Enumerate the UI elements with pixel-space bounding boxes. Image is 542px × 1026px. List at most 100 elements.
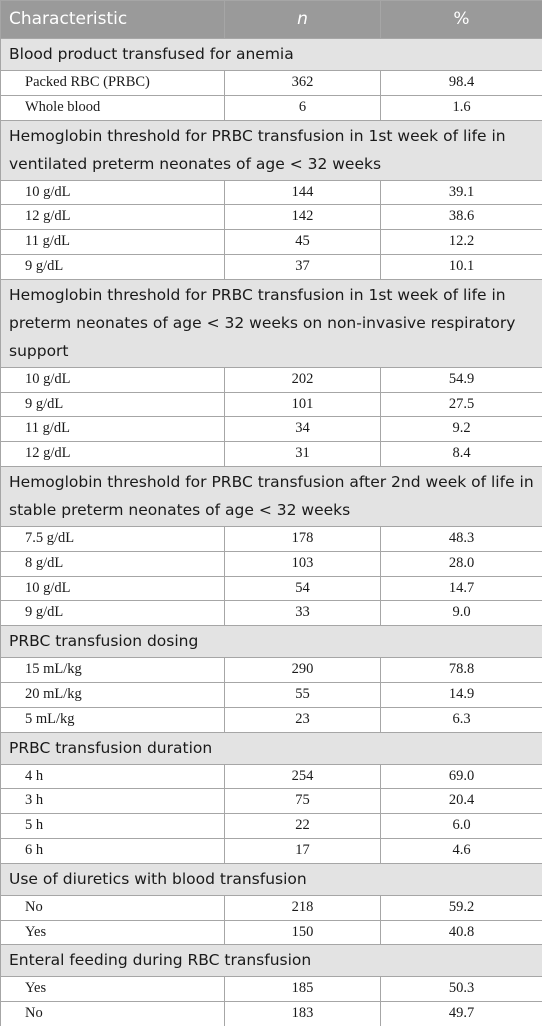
data-row: 9 g/dL 101 27.5: [0, 391, 542, 418]
section-row: Hemoglobin threshold for PRBC transfusio…: [0, 465, 542, 527]
data-row: 12 g/dL 31 8.4: [0, 441, 542, 467]
header-row: Characteristic n%: [0, 0, 542, 39]
table-cell: 54.9: [380, 366, 542, 393]
data-row: 5 mL/kg 23 6.3: [0, 706, 542, 733]
table-cell: 5 mL/kg: [0, 706, 225, 733]
table-cell: 6: [224, 94, 381, 121]
table-cell: Yes: [0, 976, 225, 1003]
section-title: Hemoglobin threshold for PRBC transfusio…: [0, 119, 542, 181]
table-cell: 6 h: [0, 837, 225, 864]
section-title: PRBC transfusion duration: [0, 731, 542, 765]
table-cell: 6.3: [380, 706, 542, 733]
table-cell: 40.8: [380, 919, 542, 946]
data-row: Yes 185 50.3: [0, 976, 542, 1003]
data-row: 9 g/dL 37 10.1: [0, 253, 542, 280]
table-cell: 150: [224, 919, 381, 946]
table-cell: 362: [224, 70, 381, 96]
section-title: Enteral feeding during RBC transfusion: [0, 944, 542, 978]
table-cell: 50.3: [380, 976, 542, 1003]
table-cell: 38.6: [380, 204, 542, 231]
table-cell: 69.0: [380, 763, 542, 790]
data-row: No 218 59.2: [0, 894, 542, 921]
table-cell: 10 g/dL: [0, 575, 225, 602]
table-cell: 144: [224, 179, 381, 206]
column-header: %: [380, 0, 542, 39]
table-cell: 27.5: [380, 391, 542, 418]
table-cell: 45: [224, 229, 381, 255]
table-cell: 15 mL/kg: [0, 657, 225, 683]
section-row: PRBC transfusion duration: [0, 731, 542, 765]
table-cell: 290: [224, 657, 381, 683]
table-cell: 103: [224, 550, 381, 577]
section-title: Use of diuretics with blood transfusion: [0, 862, 542, 896]
section-title: Blood product transfused for anemia: [0, 38, 542, 71]
table-cell: Yes: [0, 919, 225, 946]
table-cell: 37: [224, 253, 381, 280]
section-row: Blood product transfused for anemia: [0, 38, 542, 71]
table-cell: 254: [224, 763, 381, 790]
table-cell: 4 h: [0, 763, 225, 790]
table-cell: 11 g/dL: [0, 416, 225, 443]
table-cell: Whole blood: [0, 94, 225, 121]
table-cell: 28.0: [380, 550, 542, 577]
table-cell: 17: [224, 837, 381, 864]
table-cell: 183: [224, 1001, 381, 1026]
section-row: Use of diuretics with blood transfusion: [0, 862, 542, 896]
data-row: 9 g/dL 33 9.0: [0, 600, 542, 627]
table-cell: 3 h: [0, 788, 225, 815]
section-title: PRBC transfusion dosing: [0, 625, 542, 659]
data-row: 8 g/dL 103 28.0: [0, 550, 542, 577]
data-row: 20 mL/kg 55 14.9: [0, 681, 542, 708]
table-cell: 14.9: [380, 681, 542, 708]
table-cell: 20 mL/kg: [0, 681, 225, 708]
table-cell: 202: [224, 366, 381, 393]
section-row: PRBC transfusion dosing: [0, 625, 542, 659]
table-cell: Packed RBC (PRBC): [0, 70, 225, 96]
table-cell: 9.0: [380, 600, 542, 627]
table-cell: 218: [224, 894, 381, 921]
table-cell: 101: [224, 391, 381, 418]
table-cell: No: [0, 894, 225, 921]
table-cell: 9 g/dL: [0, 253, 225, 280]
table-cell: 98.4: [380, 70, 542, 96]
data-row: 10 g/dL 54 14.7: [0, 575, 542, 602]
table-cell: 14.7: [380, 575, 542, 602]
table-cell: 8.4: [380, 441, 542, 467]
data-row: Yes 150 40.8: [0, 919, 542, 946]
table-cell: 12.2: [380, 229, 542, 255]
table-cell: 34: [224, 416, 381, 443]
data-row: 11 g/dL 45 12.2: [0, 229, 542, 255]
table-cell: 10.1: [380, 253, 542, 280]
table-cell: 10 g/dL: [0, 366, 225, 393]
data-row: 5 h 22 6.0: [0, 813, 542, 839]
table-cell: 6.0: [380, 813, 542, 839]
table-cell: 55: [224, 681, 381, 708]
section-row: Hemoglobin threshold for PRBC transfusio…: [0, 119, 542, 181]
table-cell: 78.8: [380, 657, 542, 683]
table-cell: 12 g/dL: [0, 441, 225, 467]
table-cell: 9.2: [380, 416, 542, 443]
table-cell: 33: [224, 600, 381, 627]
table-cell: 31: [224, 441, 381, 467]
table-cell: 54: [224, 575, 381, 602]
table-cell: 22: [224, 813, 381, 839]
table-cell: 178: [224, 525, 381, 552]
data-row: 12 g/dL 142 38.6: [0, 204, 542, 231]
table-cell: 48.3: [380, 525, 542, 552]
data-row: 4 h 254 69.0: [0, 763, 542, 790]
data-row: 7.5 g/dL 178 48.3: [0, 525, 542, 552]
column-header: Characteristic: [0, 0, 225, 39]
table-cell: 39.1: [380, 179, 542, 206]
data-row: No 183 49.7: [0, 1001, 542, 1026]
table-cell: 12 g/dL: [0, 204, 225, 231]
data-row: 11 g/dL 34 9.2: [0, 416, 542, 443]
data-row: Packed RBC (PRBC) 362 98.4: [0, 70, 542, 96]
data-row: 10 g/dL 144 39.1: [0, 179, 542, 206]
data-row: 3 h 75 20.4: [0, 788, 542, 815]
table-cell: 8 g/dL: [0, 550, 225, 577]
table-cell: 185: [224, 976, 381, 1003]
table-cell: 142: [224, 204, 381, 231]
table-cell: 75: [224, 788, 381, 815]
